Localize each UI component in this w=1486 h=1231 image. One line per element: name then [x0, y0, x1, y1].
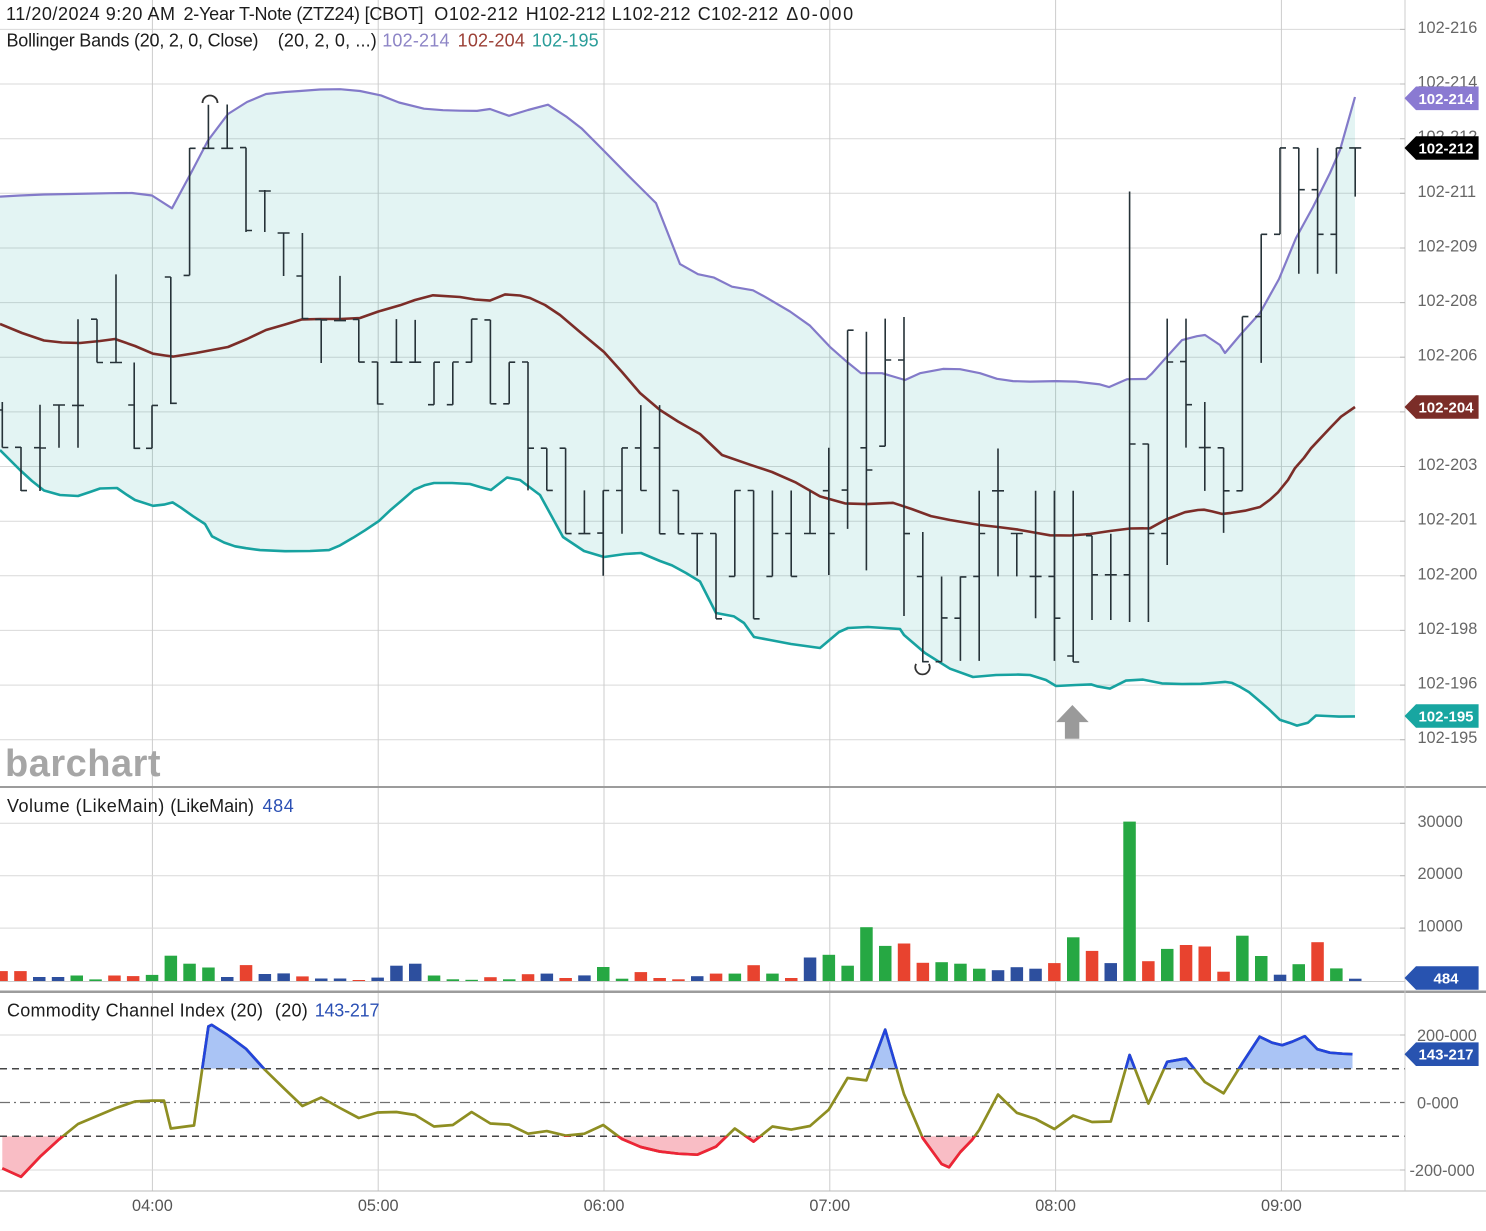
- svg-text:102-212: 102-212: [1418, 141, 1473, 158]
- svg-text:07:00: 07:00: [809, 1197, 850, 1215]
- svg-text:484: 484: [263, 796, 294, 816]
- svg-text:Δ0-000: Δ0-000: [786, 4, 853, 24]
- svg-text:04:00: 04:00: [132, 1197, 173, 1215]
- svg-text:09:00: 09:00: [1261, 1197, 1302, 1215]
- svg-text:102-211: 102-211: [1418, 183, 1477, 201]
- svg-text:200-000: 200-000: [1417, 1027, 1477, 1045]
- svg-text:2-Year T-Note (ZTZ24) [CBOT]: 2-Year T-Note (ZTZ24) [CBOT]: [184, 4, 424, 24]
- svg-text:102-203: 102-203: [1418, 456, 1478, 474]
- svg-text:102-201: 102-201: [1418, 511, 1478, 529]
- svg-text:102-204: 102-204: [1418, 400, 1474, 417]
- svg-text:(20, 2, 0, ...): (20, 2, 0, ...): [278, 31, 377, 51]
- svg-text:Bollinger Bands (20, 2, 0, Clo: Bollinger Bands (20, 2, 0, Close): [7, 31, 259, 51]
- svg-text:C102-212: C102-212: [698, 4, 779, 24]
- svg-text:102-204: 102-204: [458, 31, 525, 51]
- svg-text:102-214: 102-214: [1418, 91, 1474, 108]
- svg-text:102-198: 102-198: [1418, 620, 1478, 638]
- svg-text:484: 484: [1433, 971, 1459, 988]
- svg-text:143-217: 143-217: [1418, 1047, 1473, 1064]
- svg-text:143-217: 143-217: [315, 1001, 380, 1021]
- svg-text:102-195: 102-195: [532, 31, 599, 51]
- svg-text:Volume (LikeMain): Volume (LikeMain): [7, 796, 164, 816]
- svg-text:06:00: 06:00: [584, 1197, 625, 1215]
- svg-text:102-216: 102-216: [1418, 19, 1478, 37]
- svg-text:102-195: 102-195: [1418, 729, 1478, 747]
- svg-text:11/20/2024 9:20 AM: 11/20/2024 9:20 AM: [6, 4, 175, 24]
- svg-text:102-195: 102-195: [1418, 709, 1473, 726]
- svg-text:(LikeMain): (LikeMain): [170, 796, 254, 816]
- svg-text:05:00: 05:00: [358, 1197, 399, 1215]
- svg-text:102-200: 102-200: [1418, 565, 1478, 583]
- svg-text:10000: 10000: [1418, 918, 1463, 936]
- svg-text:O102-212: O102-212: [434, 4, 518, 24]
- svg-text:102-208: 102-208: [1418, 292, 1478, 310]
- svg-text:20000: 20000: [1418, 865, 1463, 883]
- svg-text:barchart: barchart: [5, 743, 161, 785]
- svg-text:102-206: 102-206: [1418, 347, 1478, 365]
- svg-text:102-196: 102-196: [1418, 675, 1478, 693]
- svg-text:L102-212: L102-212: [612, 4, 691, 24]
- svg-text:(20): (20): [275, 1001, 308, 1021]
- svg-text:08:00: 08:00: [1035, 1197, 1076, 1215]
- svg-text:H102-212: H102-212: [526, 4, 606, 24]
- svg-text:0-000: 0-000: [1417, 1095, 1459, 1113]
- svg-text:102-214: 102-214: [382, 31, 449, 51]
- svg-text:Commodity Channel Index (20): Commodity Channel Index (20): [7, 1001, 263, 1021]
- svg-text:102-209: 102-209: [1418, 238, 1478, 256]
- svg-text:-200-000: -200-000: [1410, 1162, 1475, 1180]
- svg-text:30000: 30000: [1418, 813, 1463, 831]
